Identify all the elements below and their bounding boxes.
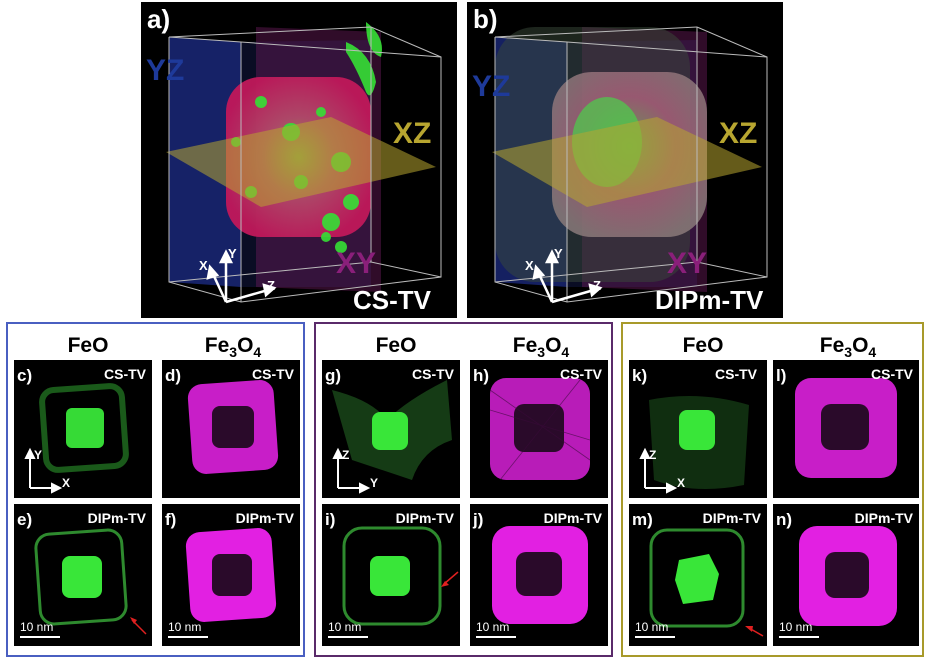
xy-label: XY <box>667 247 708 280</box>
tile-method: DIPm-TV <box>395 510 454 526</box>
axis-z-label: Z <box>267 278 275 293</box>
panel-letter: a) <box>147 4 171 34</box>
method-label: CS-TV <box>353 285 431 315</box>
scale-label: 10 nm <box>20 620 54 634</box>
tile-f-fe3o4-dipm-tv: f) DIPm-TV 10 nm <box>162 504 300 646</box>
scale-label: 10 nm <box>635 620 669 634</box>
tile-method: CS-TV <box>104 366 146 382</box>
scale-bar <box>779 636 819 638</box>
axis-y-label: Y <box>228 246 237 261</box>
scale-bar <box>635 636 675 638</box>
axis-x-label: X <box>525 258 534 273</box>
tile-i-feo-dipm-tv: i) DIPm-TV 10 nm <box>322 504 460 646</box>
tile-m-feo-dipm-tv: m) DIPm-TV 10 nm <box>629 504 767 646</box>
axis-vertical: Z <box>649 448 657 462</box>
tile-method: DIPm-TV <box>702 510 761 526</box>
header-feo: FeO <box>682 334 724 357</box>
tile-d-fe3o4-cs-tv: d) CS-TV <box>162 360 300 498</box>
tile-letter: j) <box>473 510 484 529</box>
tile-method: DIPm-TV <box>235 510 294 526</box>
tile-letter: l) <box>776 366 787 385</box>
tile-letter: d) <box>165 366 182 385</box>
tile-letter: m) <box>632 510 653 529</box>
group-yz-slices: FeO Fe3O4 g) CS-TV Z Y h) CS-TV <box>314 322 613 657</box>
tile-l-fe3o4-cs-tv: l) CS-TV <box>773 360 919 498</box>
panel-b-dipm-tv-3d: X Y Z b) YZ XZ XY DIPm-TV <box>467 2 783 318</box>
panel-a-render: X Y Z <box>166 22 442 304</box>
panel-b-render: X Y Z <box>492 26 768 304</box>
method-label: DIPm-TV <box>655 285 764 315</box>
header-feo: FeO <box>67 334 109 357</box>
tile-letter: h) <box>473 366 490 385</box>
tile-letter: f) <box>165 510 177 529</box>
scale-bar <box>328 636 368 638</box>
header-fe3o4: Fe3O4 <box>512 334 570 361</box>
tile-method: CS-TV <box>715 366 757 382</box>
header-feo: FeO <box>375 334 417 357</box>
axis-horizontal: X <box>62 476 71 490</box>
axis-horizontal: X <box>677 476 686 490</box>
axis-y-label: Y <box>554 246 563 261</box>
tile-h-fe3o4-cs-tv: h) CS-TV <box>470 360 608 498</box>
axis-vertical: Z <box>342 448 350 462</box>
xz-label: XZ <box>719 117 758 150</box>
tile-letter: c) <box>17 366 33 385</box>
tile-method: CS-TV <box>560 366 602 382</box>
axis-horizontal: Y <box>370 476 379 490</box>
panel-letter: b) <box>473 4 498 34</box>
tile-k-feo-cs-tv: k) CS-TV Z X <box>629 360 767 498</box>
scale-bar <box>20 636 60 638</box>
tile-e-feo-dipm-tv: e) DIPm-TV 10 nm <box>14 504 152 646</box>
tile-method: CS-TV <box>412 366 454 382</box>
tile-letter: g) <box>325 366 342 385</box>
axis-z-label: Z <box>593 278 601 293</box>
tile-letter: i) <box>325 510 336 529</box>
tile-letter: n) <box>776 510 793 529</box>
xy-label: XY <box>336 247 377 280</box>
yz-label: YZ <box>146 54 185 87</box>
tile-method: DIPm-TV <box>87 510 146 526</box>
scale-label: 10 nm <box>168 620 202 634</box>
axis-x-label: X <box>199 258 208 273</box>
axis-vertical: Y <box>34 448 43 462</box>
tile-method: DIPm-TV <box>543 510 602 526</box>
xz-label: XZ <box>393 117 432 150</box>
scale-label: 10 nm <box>328 620 362 634</box>
yz-label: YZ <box>472 70 511 103</box>
group-xz-slices: FeO Fe3O4 k) CS-TV Z X l) CS-TV <box>621 322 924 657</box>
header-fe3o4: Fe3O4 <box>204 334 262 361</box>
tile-j-fe3o4-dipm-tv: j) DIPm-TV 10 nm <box>470 504 608 646</box>
header-fe3o4: Fe3O4 <box>819 334 877 361</box>
tile-method: CS-TV <box>871 366 913 382</box>
tile-g-feo-cs-tv: g) CS-TV Z Y <box>322 360 460 498</box>
scale-label: 10 nm <box>779 620 813 634</box>
tile-method: DIPm-TV <box>854 510 913 526</box>
tile-n-fe3o4-dipm-tv: n) DIPm-TV 10 nm <box>773 504 919 646</box>
tile-method: CS-TV <box>252 366 294 382</box>
tile-letter: e) <box>17 510 33 529</box>
scale-bar <box>168 636 208 638</box>
xz-plane <box>166 117 436 207</box>
tile-letter: k) <box>632 366 648 385</box>
tile-c-feo-cs-tv: c) CS-TV Y X <box>14 360 152 498</box>
panel-a-cs-tv-3d: X Y Z a) YZ XZ XY CS-TV <box>141 2 457 318</box>
group-xy-slices: FeO Fe3O4 c) CS-TV Y X d) CS-TV <box>6 322 305 657</box>
scale-bar <box>476 636 516 638</box>
scale-label: 10 nm <box>476 620 510 634</box>
